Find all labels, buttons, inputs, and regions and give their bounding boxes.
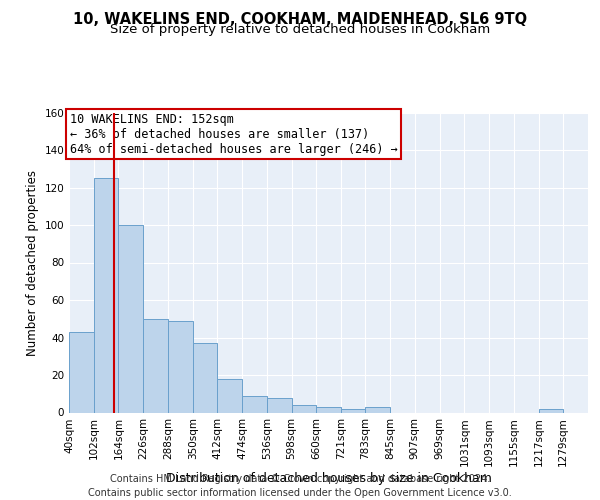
Text: Contains HM Land Registry data © Crown copyright and database right 2024.
Contai: Contains HM Land Registry data © Crown c… (88, 474, 512, 498)
Bar (316, 407, 341, 412)
X-axis label: Distribution of detached houses by size in Cookham: Distribution of detached houses by size … (166, 472, 491, 484)
Bar (242, 396, 267, 412)
Y-axis label: Number of detached properties: Number of detached properties (26, 170, 39, 356)
Bar (193, 343, 217, 412)
Bar (94, 178, 118, 412)
Bar (143, 319, 168, 412)
Text: Size of property relative to detached houses in Cookham: Size of property relative to detached ho… (110, 22, 490, 36)
Bar (118, 225, 143, 412)
Bar (539, 409, 563, 412)
Text: 10 WAKELINS END: 152sqm
← 36% of detached houses are smaller (137)
64% of semi-d: 10 WAKELINS END: 152sqm ← 36% of detache… (70, 112, 398, 156)
Bar (217, 379, 242, 412)
Bar (365, 407, 390, 412)
Bar (168, 320, 193, 412)
Bar (267, 398, 292, 412)
Bar (69, 332, 94, 412)
Bar (341, 409, 365, 412)
Bar (292, 405, 316, 412)
Text: 10, WAKELINS END, COOKHAM, MAIDENHEAD, SL6 9TQ: 10, WAKELINS END, COOKHAM, MAIDENHEAD, S… (73, 12, 527, 28)
